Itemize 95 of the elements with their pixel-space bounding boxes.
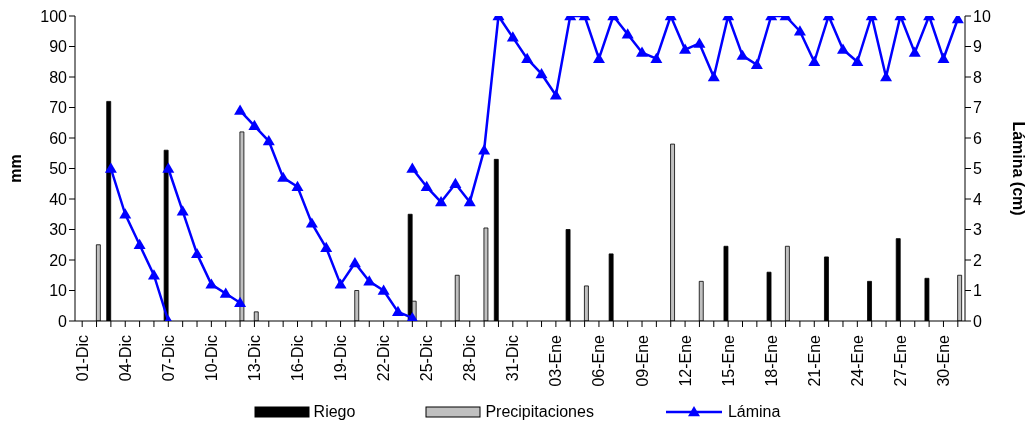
point [707, 71, 720, 82]
point [147, 269, 160, 280]
x-tick-label: 04-Dic [116, 335, 134, 382]
point [937, 52, 950, 63]
point [248, 119, 261, 130]
point [636, 46, 649, 57]
y-tick-label: 50 [49, 160, 68, 178]
y2-tick-label: 0 [973, 312, 982, 330]
point [463, 196, 476, 207]
point [219, 287, 232, 298]
point [348, 257, 361, 268]
y2-tick-label: 9 [973, 38, 982, 56]
point [478, 144, 491, 155]
point [391, 305, 404, 317]
y-tick-label: 90 [49, 38, 68, 56]
x-tick-label: 22-Dic [375, 335, 393, 382]
point [679, 43, 692, 54]
point [406, 311, 419, 321]
point [506, 31, 519, 42]
x-tick-label: 18-Ene [762, 334, 780, 387]
x-tick-label: 12-Ene [676, 334, 694, 387]
x-tick-label: 09-Ene [633, 334, 651, 387]
y-tick-label: 60 [49, 129, 68, 147]
point [205, 278, 218, 289]
point [291, 180, 304, 191]
point [521, 52, 534, 63]
point [851, 55, 864, 66]
x-tick-label: 10-Dic [202, 335, 220, 382]
point [191, 247, 204, 259]
point [133, 238, 146, 249]
point [334, 278, 347, 289]
x-tick-label: 07-Dic [159, 335, 177, 382]
point [234, 104, 247, 115]
point [363, 275, 376, 286]
legend-label: Precipitaciones [485, 403, 594, 421]
point [736, 49, 749, 60]
y-tick-label: 80 [49, 68, 68, 86]
y-tick-label: 20 [49, 251, 68, 269]
y-tick-label: 10 [49, 282, 68, 300]
point [549, 89, 562, 100]
point [162, 162, 175, 173]
point [535, 67, 548, 79]
point [420, 180, 433, 191]
x-tick-label: 16-Dic [289, 335, 306, 382]
point [449, 177, 462, 188]
x-tick-label: 15-Ene [719, 334, 737, 387]
x-tick-label: 30-Ene [934, 334, 952, 387]
point [262, 135, 275, 146]
x-tick-label: 06-Ene [590, 334, 608, 387]
point [104, 162, 117, 173]
x-tick-label: 28-Dic [461, 335, 479, 382]
x-tick-label: 03-Ene [547, 334, 565, 387]
y-tick-label: 0 [58, 312, 68, 330]
point [435, 196, 448, 207]
point [793, 25, 806, 36]
y-tick-label: 30 [49, 221, 68, 239]
x-tick-label: 01-Dic [73, 335, 91, 382]
point [650, 52, 663, 63]
x-tick-label: 13-Dic [245, 335, 263, 382]
legend-label: Lámina [727, 403, 781, 421]
point [693, 37, 706, 48]
x-tick-label: 25-Dic [418, 335, 436, 382]
y2-tick-label: 3 [973, 221, 982, 239]
point [621, 28, 634, 39]
legend-label: Riego [313, 403, 356, 421]
point [592, 52, 605, 63]
point [377, 284, 390, 295]
point [808, 55, 821, 66]
point [750, 58, 763, 69]
point [320, 241, 333, 252]
x-tick-label: 24-Ene [848, 334, 866, 387]
x-tick-label: 21-Ene [805, 334, 823, 387]
y-tick-label: 70 [49, 99, 68, 117]
y-axis-title: mm [6, 154, 24, 183]
y2-tick-label: 7 [973, 99, 982, 117]
point [908, 46, 921, 57]
y2-tick-label: 5 [973, 160, 982, 178]
y-tick-label: 100 [40, 7, 68, 25]
y-tick-label: 40 [49, 190, 68, 208]
point [406, 162, 419, 173]
y2-tick-label: 6 [973, 129, 982, 147]
point [176, 205, 189, 216]
y2-tick-label: 10 [973, 7, 991, 25]
x-tick-label: 31-Dic [504, 335, 522, 382]
point [119, 208, 132, 219]
y2-axis-title: Lámina (cm) [1010, 121, 1028, 216]
y2-tick-label: 4 [973, 190, 982, 208]
point [234, 296, 247, 307]
y2-tick-label: 2 [973, 251, 982, 269]
y2-tick-label: 8 [973, 68, 982, 86]
x-tick-label: 27-Ene [891, 334, 909, 387]
x-tick-label: 19-Dic [332, 335, 350, 382]
point [305, 217, 318, 228]
y2-tick-label: 1 [973, 282, 982, 300]
point [836, 43, 849, 54]
